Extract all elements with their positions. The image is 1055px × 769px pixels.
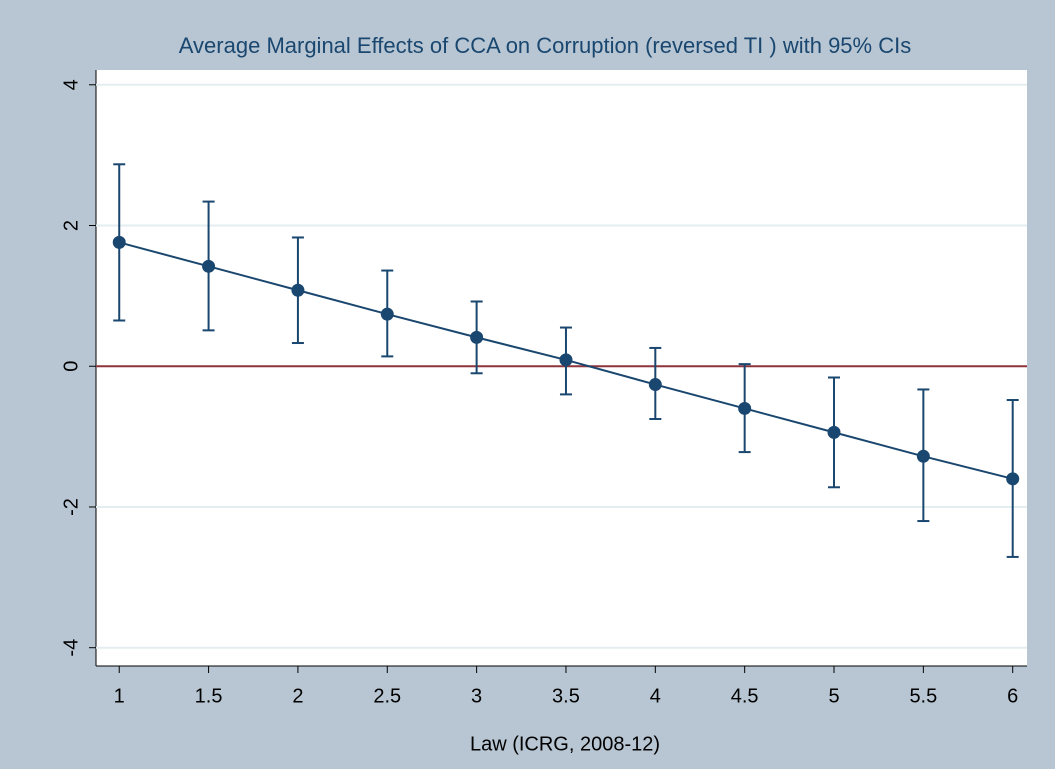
x-tick-label: 6: [1007, 685, 1018, 707]
x-tick-label: 4.5: [731, 685, 759, 707]
y-tick-label: 4: [60, 79, 82, 90]
x-axis-title: Law (ICRG, 2008-12): [470, 733, 660, 755]
point: [291, 283, 305, 297]
x-tick-label: 1.5: [195, 685, 223, 707]
x-tick-label: 5: [828, 685, 839, 707]
point: [202, 259, 216, 273]
y-tick-label: 2: [60, 220, 82, 231]
y-tick-label: -4: [60, 639, 82, 657]
x-tick-label: 2.5: [373, 685, 401, 707]
x-tick-label: 3.5: [552, 685, 580, 707]
x-tick-label: 2: [292, 685, 303, 707]
point: [112, 235, 126, 249]
point: [648, 378, 662, 392]
point: [916, 449, 930, 463]
point: [470, 330, 484, 344]
y-tick-label: -2: [60, 498, 82, 516]
point: [380, 307, 394, 321]
chart-title: Average Marginal Effects of CCA on Corru…: [179, 33, 911, 58]
y-tick-label: 0: [60, 361, 82, 372]
point: [1006, 472, 1020, 486]
x-tick-label: 5.5: [909, 685, 937, 707]
plot-area: [96, 70, 1027, 666]
point: [738, 401, 752, 415]
x-tick-label: 1: [114, 685, 125, 707]
x-tick-label: 4: [650, 685, 661, 707]
point: [559, 353, 573, 367]
x-tick-label: 3: [471, 685, 482, 707]
point: [827, 425, 841, 439]
